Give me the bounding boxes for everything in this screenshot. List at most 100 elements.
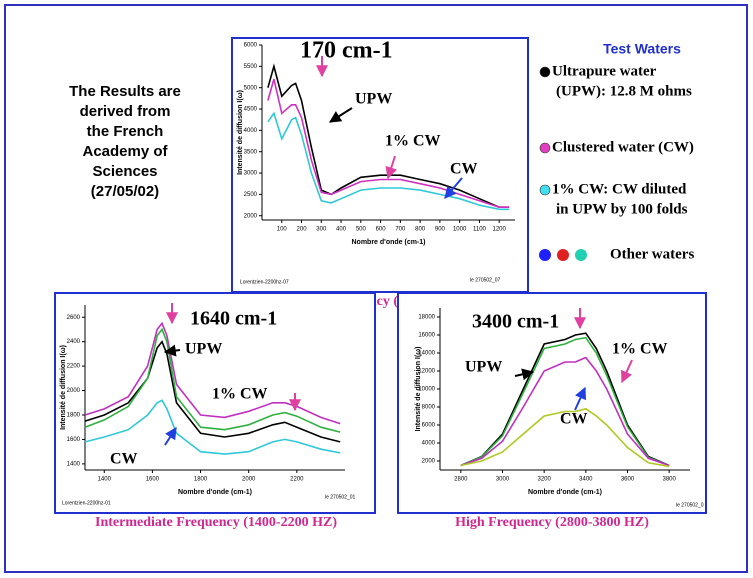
x-tick-label: 1400 xyxy=(98,477,112,483)
y-tick-label: 16000 xyxy=(418,333,435,339)
spectrum-line xyxy=(84,399,341,455)
chart-frame xyxy=(54,292,376,514)
note-line: the French xyxy=(87,123,164,140)
chart-frame xyxy=(397,292,707,514)
y-tick-label: 4500 xyxy=(244,107,258,113)
y-tick-label: 5000 xyxy=(244,85,258,91)
note-line: derived from xyxy=(80,103,171,120)
chart-note: le 270502_07 xyxy=(470,277,501,283)
y-tick-label: 18000 xyxy=(418,315,435,321)
arrow xyxy=(164,426,177,446)
x-tick-label: 2000 xyxy=(242,477,256,483)
annotation: UPW xyxy=(355,91,392,108)
x-tick-label: 2800 xyxy=(454,477,468,483)
x-tick-label: 2200 xyxy=(290,477,304,483)
note-line: The Results are xyxy=(69,83,181,100)
x-tick-label: 1100 xyxy=(473,227,487,233)
y-tick-label: 12000 xyxy=(418,369,435,375)
arrow xyxy=(163,344,181,357)
x-tick-label: 800 xyxy=(415,227,426,233)
chart-caption: Intermediate Frequency (1400-2200 HZ) xyxy=(95,515,337,530)
arrow xyxy=(328,107,353,123)
y-tick-label: 8000 xyxy=(422,405,436,411)
y-axis-label: Intensité de diffusion I(ω) xyxy=(415,347,422,432)
y-tick-label: 4000 xyxy=(422,441,436,447)
y-tick-label: 2000 xyxy=(244,213,258,219)
note-line: Sciences xyxy=(92,163,157,180)
x-tick-label: 1000 xyxy=(453,227,467,233)
x-tick-label: 900 xyxy=(435,227,446,233)
annotation: UPW xyxy=(185,341,222,358)
y-tick-label: 6000 xyxy=(244,43,258,49)
x-tick-label: 200 xyxy=(297,227,308,233)
y-tick-label: 2400 xyxy=(67,339,81,345)
y-tick-label: 3000 xyxy=(244,171,258,177)
y-tick-label: 4000 xyxy=(244,128,258,134)
y-axis-label: Intensité de diffusion I(ω) xyxy=(237,90,244,175)
arrow xyxy=(385,155,397,180)
y-tick-label: 2000 xyxy=(67,388,81,394)
x-tick-label: 3000 xyxy=(496,477,510,483)
x-tick-label: 3600 xyxy=(621,477,635,483)
x-axis-label: Nombre d'onde (cm-1) xyxy=(178,489,252,496)
legend-title: Test Waters xyxy=(603,41,681,57)
spectrum-line xyxy=(267,78,510,208)
legend-text: (UPW): 12.8 M ohms xyxy=(556,83,692,99)
chart-note: le 270502_0 xyxy=(676,502,704,508)
annotation: 1% CW xyxy=(385,133,441,150)
y-tick-label: 1400 xyxy=(67,461,81,467)
x-tick-label: 3400 xyxy=(579,477,593,483)
legend-dot xyxy=(557,249,569,261)
legend-text: Clustered water (CW) xyxy=(552,139,694,155)
legend-text: Other waters xyxy=(610,246,694,262)
x-tick-label: 700 xyxy=(395,227,406,233)
spectrum-line xyxy=(84,340,341,443)
x-tick-label: 600 xyxy=(376,227,387,233)
x-axis-label: Nombre d'onde (cm-1) xyxy=(351,239,425,246)
spectrum-line xyxy=(84,327,341,433)
arrow xyxy=(444,177,463,199)
legend-dot xyxy=(539,184,551,196)
spectrum-line xyxy=(460,407,670,468)
y-tick-label: 2500 xyxy=(244,192,258,198)
y-tick-label: 1600 xyxy=(67,437,81,443)
arrow xyxy=(514,368,535,381)
chart-frame xyxy=(231,37,529,293)
legend-text: 1% CW: CW diluted xyxy=(552,181,687,197)
spectrum-line xyxy=(267,63,510,208)
x-tick-label: 1800 xyxy=(194,477,208,483)
note-line: Academy of xyxy=(82,143,168,160)
annotation: 1640 cm-1 xyxy=(190,308,277,330)
arrow xyxy=(574,386,586,411)
x-tick-label: 400 xyxy=(336,227,347,233)
y-tick-label: 1800 xyxy=(67,413,81,419)
annotation: CW xyxy=(560,411,588,428)
spectrum-line xyxy=(460,356,670,467)
x-tick-label: 3800 xyxy=(662,477,676,483)
y-tick-label: 6000 xyxy=(422,423,436,429)
slide-frame xyxy=(4,4,748,573)
y-tick-label: 2200 xyxy=(67,364,81,370)
note-line: (27/05/02) xyxy=(91,183,159,200)
arrow xyxy=(621,359,633,384)
x-tick-label: 1600 xyxy=(146,477,160,483)
annotation: UPW xyxy=(465,359,502,376)
spectrum-line xyxy=(267,111,510,211)
annotation: 1% CW xyxy=(212,386,268,403)
y-tick-label: 2000 xyxy=(422,459,436,465)
y-tick-label: 10000 xyxy=(418,387,435,393)
legend-dot xyxy=(575,249,587,261)
chart-note: Lorentzien-2200hz-01 xyxy=(62,500,111,506)
legend-text: Ultrapure water xyxy=(552,63,657,79)
x-tick-label: 100 xyxy=(277,227,288,233)
x-axis-label: Nombre d'onde (cm-1) xyxy=(528,489,602,496)
chart-note: le 270502_01 xyxy=(325,494,356,500)
annotation: CW xyxy=(110,451,138,468)
x-tick-label: 3200 xyxy=(537,477,551,483)
x-tick-label: 500 xyxy=(356,227,367,233)
chart-note: Lorentzien-2200hz-07 xyxy=(240,279,289,285)
y-tick-label: 3500 xyxy=(244,149,258,155)
spectrum-line xyxy=(460,336,670,467)
